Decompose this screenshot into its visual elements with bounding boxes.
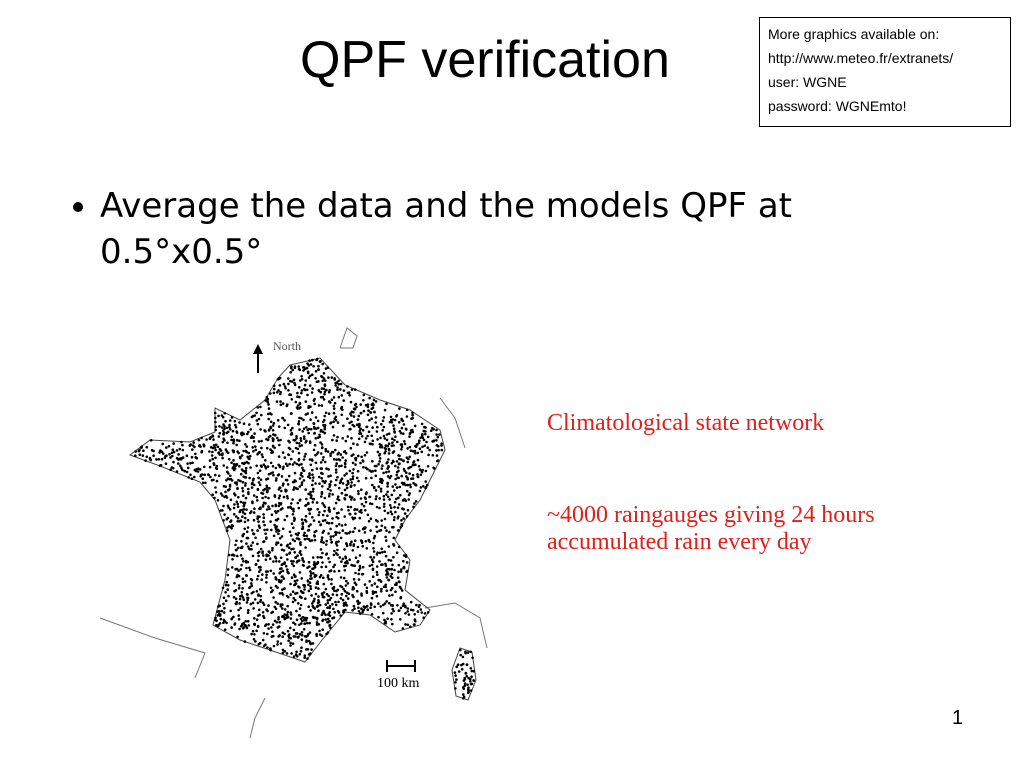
coast	[424, 602, 488, 649]
border	[99, 617, 206, 679]
bullet: Average the data and the models QPF at 0…	[100, 183, 960, 275]
station-dots	[134, 357, 476, 700]
notes: Climatological state network ~4000 raing…	[547, 410, 947, 621]
note: Climatological state network	[547, 410, 825, 436]
info-box: More graphics available on: http://www.m…	[759, 17, 1011, 127]
info-line[interactable]: http://www.meteo.fr/extranets/	[768, 50, 954, 66]
island-outline	[451, 647, 477, 701]
north-label: North	[273, 339, 301, 353]
station-map: North 100 km	[99, 327, 488, 739]
slide-title: QPF verification	[300, 31, 670, 89]
page-number: 1	[952, 707, 964, 729]
scale-label: 100 km	[377, 676, 420, 691]
border	[439, 397, 466, 449]
info-line: More graphics available on:	[768, 26, 940, 42]
coast	[249, 697, 266, 739]
bullet-list: Average the data and the models QPF at 0…	[60, 183, 960, 275]
coast	[339, 327, 358, 349]
country-outline	[128, 357, 446, 663]
info-line: user: WGNE	[768, 74, 847, 90]
info-line: password: WGNEmto!	[768, 98, 907, 114]
note: ~4000 raingauges giving 24 hours accumul…	[547, 502, 875, 555]
north-arrow-head	[253, 344, 263, 354]
